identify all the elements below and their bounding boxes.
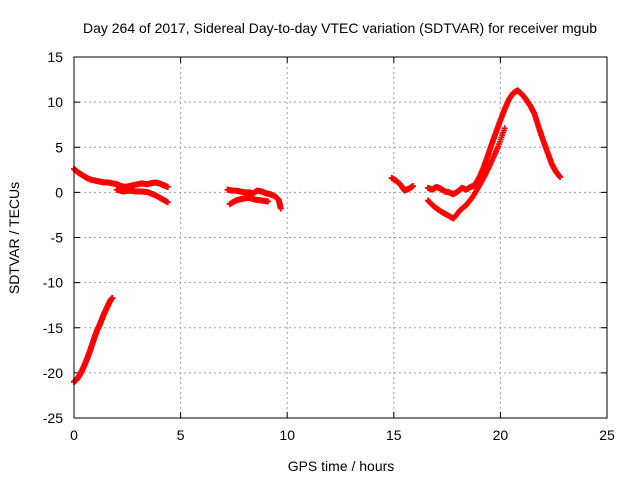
x-axis-label: GPS time / hours (288, 458, 395, 474)
y-tick-label: 15 (47, 49, 63, 65)
series-markers (425, 87, 563, 197)
grid (74, 57, 607, 418)
y-tick-label: 5 (55, 139, 63, 155)
y-tick-label: -20 (43, 365, 63, 381)
series-arc-5 (226, 194, 272, 208)
x-tick-label: 5 (177, 427, 185, 443)
y-tick-label: -5 (51, 230, 64, 246)
series-arc-1 (71, 294, 116, 385)
y-tick-label: -15 (43, 320, 63, 336)
series-markers (71, 295, 116, 385)
y-tick-label: 10 (47, 94, 63, 110)
series-arc-7 (424, 87, 564, 198)
series-arc-3 (113, 186, 171, 206)
chart-title: Day 264 of 2017, Sidereal Day-to-day VTE… (83, 20, 597, 36)
y-tick-label: 0 (55, 184, 63, 200)
series-markers (225, 186, 284, 211)
series-markers (389, 175, 416, 194)
series-markers (114, 186, 170, 205)
x-tick-label: 25 (599, 427, 615, 443)
data-points (71, 87, 564, 385)
x-tick-label: 15 (386, 427, 402, 443)
series-markers (71, 166, 171, 190)
x-tick-label: 10 (279, 427, 295, 443)
y-axis-label: SDTVAR / TECUs (6, 182, 22, 294)
series-arc-6 (388, 174, 416, 194)
series-arc-2 (71, 165, 171, 190)
y-tick-label: -10 (43, 275, 63, 291)
series-markers (227, 194, 271, 207)
x-tick-label: 20 (493, 427, 509, 443)
tick-labels: 0 5 10 15 20 25 -25 -20 -15 -10 -5 0 5 10 15 (43, 49, 615, 443)
series-arc-4 (224, 186, 284, 212)
series-arc-8 (424, 125, 508, 222)
plot-frame (73, 56, 608, 419)
x-tick-label: 0 (70, 427, 78, 443)
series-markers (425, 127, 507, 222)
y-tick-label: -25 (43, 410, 63, 426)
